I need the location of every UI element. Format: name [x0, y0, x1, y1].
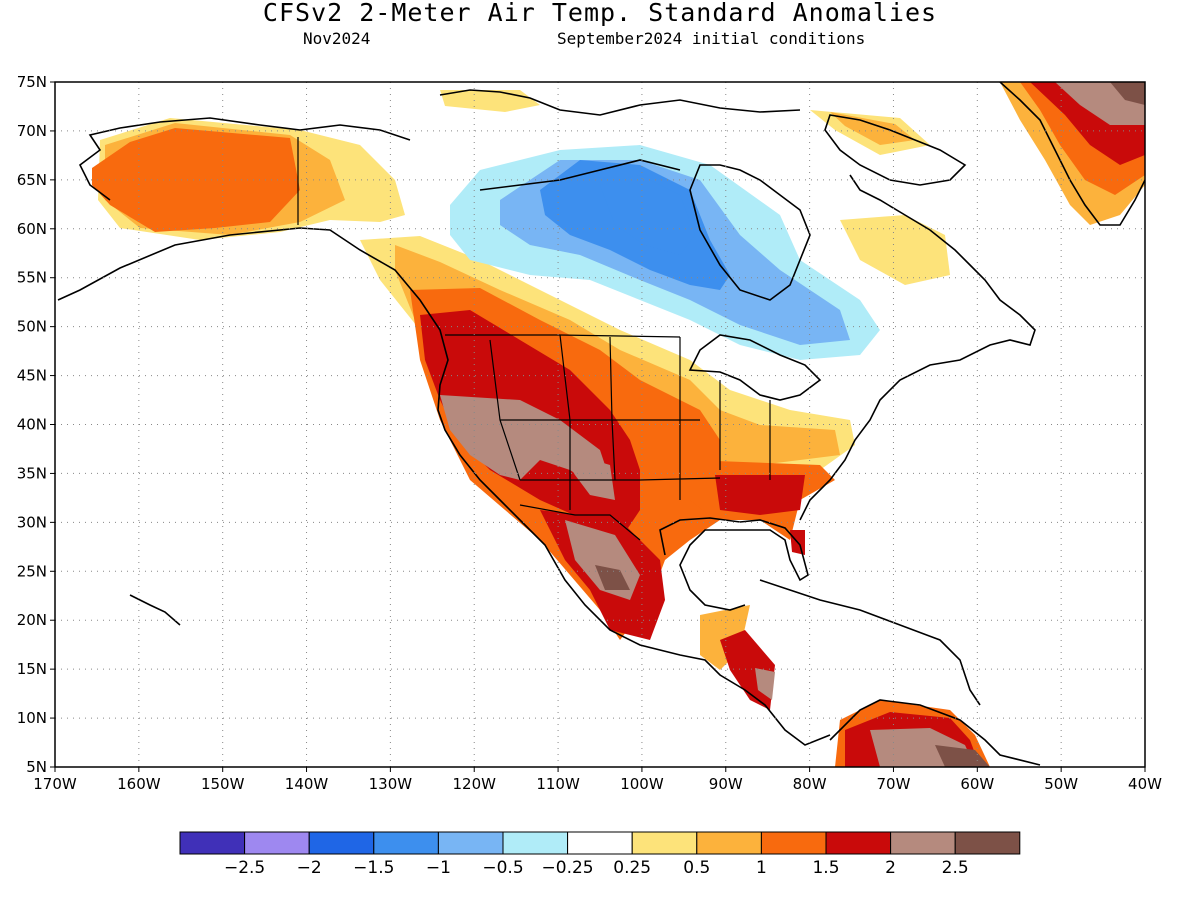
- anomaly-greenland-3: [1110, 82, 1145, 105]
- lon-tick-label: 110W: [536, 775, 580, 793]
- chart-title: CFSv2 2-Meter Air Temp. Standard Anomali…: [262, 0, 938, 27]
- lat-tick-label: 25N: [17, 562, 47, 580]
- colorbar-swatch: [308, 831, 375, 855]
- longitude-axis: 170W 160W 150W 140W 130W 120W 110W 100W 90W 80W 70…: [33, 767, 1162, 793]
- colorbar-label: 1: [756, 858, 767, 878]
- lon-tick-label: 100W: [620, 775, 664, 793]
- colorbar-swatch: [825, 831, 892, 855]
- lat-tick-label: 5N: [26, 758, 47, 776]
- colorbar: −2.5 −2 −1.5 −1 −0.5 −0.25 0.25 0.5 1 1.5 2 2.5: [179, 831, 1021, 878]
- lon-tick-label: 140W: [285, 775, 329, 793]
- colorbar-swatch: [696, 831, 762, 855]
- lon-tick-label: 90W: [709, 775, 743, 793]
- lat-tick-label: 35N: [17, 464, 47, 482]
- colorbar-label: 0.5: [683, 858, 710, 878]
- coastlines: [57, 82, 1145, 766]
- lon-tick-label: 120W: [452, 775, 496, 793]
- target-month-label: Nov2024: [303, 29, 371, 48]
- anomaly-centralamerica-1: [700, 605, 750, 670]
- lat-tick-label: 50N: [17, 318, 47, 336]
- colorbar-label: −1.5: [353, 858, 394, 878]
- lat-tick-label: 45N: [17, 367, 47, 385]
- colorbar-swatch: [502, 831, 569, 855]
- lon-tick-label: 50W: [1044, 775, 1078, 793]
- lon-tick-label: 80W: [793, 775, 827, 793]
- colorbar-swatch: [437, 831, 504, 855]
- colorbar-swatch: [244, 831, 310, 855]
- colorbar-label: 0.25: [613, 858, 651, 878]
- anomaly-southwest-2.5: [560, 450, 615, 500]
- lat-tick-label: 40N: [17, 416, 47, 434]
- lon-tick-label: 40W: [1128, 775, 1162, 793]
- lat-tick-label: 60N: [17, 220, 47, 238]
- lon-tick-label: 60W: [960, 775, 994, 793]
- colorbar-swatch: [631, 831, 698, 855]
- anomaly-southamerica-3: [935, 745, 990, 767]
- colorbar-label: −2.5: [224, 858, 265, 878]
- colorbar-label: −0.5: [482, 858, 523, 878]
- gridlines: [55, 82, 1145, 767]
- lat-tick-label: 55N: [17, 269, 47, 287]
- lat-tick-label: 10N: [17, 709, 47, 727]
- colorbar-label: 2.5: [942, 858, 969, 878]
- anomaly-greatbasin-2.5: [440, 395, 610, 490]
- lon-tick-label: 130W: [369, 775, 413, 793]
- colorbar-label: 1.5: [812, 858, 839, 878]
- colorbar-swatch: [179, 831, 246, 855]
- colorbar-swatch: [890, 831, 956, 855]
- initial-conditions-label: September2024 initial conditions: [557, 29, 866, 48]
- anomaly-southeast-2: [715, 475, 805, 515]
- lon-tick-label: 150W: [201, 775, 245, 793]
- anomaly-labrador-0.5: [840, 215, 950, 285]
- anomaly-mexico-3: [595, 565, 630, 590]
- colorbar-swatch: [760, 831, 827, 855]
- colorbar-label: −2: [297, 858, 322, 878]
- lon-tick-label: 170W: [33, 775, 77, 793]
- lat-tick-label: 75N: [17, 73, 47, 91]
- lon-tick-label: 160W: [117, 775, 161, 793]
- colorbar-swatch: [954, 831, 1021, 855]
- colorbar-swatch: [567, 831, 633, 855]
- colorbar-label: 2: [885, 858, 896, 878]
- lat-tick-label: 20N: [17, 611, 47, 629]
- colorbar-label: −0.25: [542, 858, 594, 878]
- lon-tick-label: 70W: [877, 775, 911, 793]
- lat-tick-label: 30N: [17, 513, 47, 531]
- lat-tick-label: 65N: [17, 171, 47, 189]
- lat-tick-label: 70N: [17, 122, 47, 140]
- anomaly-alaska-1.5: [92, 128, 300, 232]
- anomaly-centralamerica-2.5: [755, 668, 775, 700]
- colorbar-swatch: [373, 831, 439, 855]
- anomaly-hudson--1.5: [600, 175, 695, 255]
- lat-tick-label: 15N: [17, 660, 47, 678]
- latitude-axis: 75N 70N 65N 60N 55N 50N 45N 40N 35N 30N 25N 20N 15N 1…: [17, 73, 55, 776]
- colorbar-label: −1: [426, 858, 451, 878]
